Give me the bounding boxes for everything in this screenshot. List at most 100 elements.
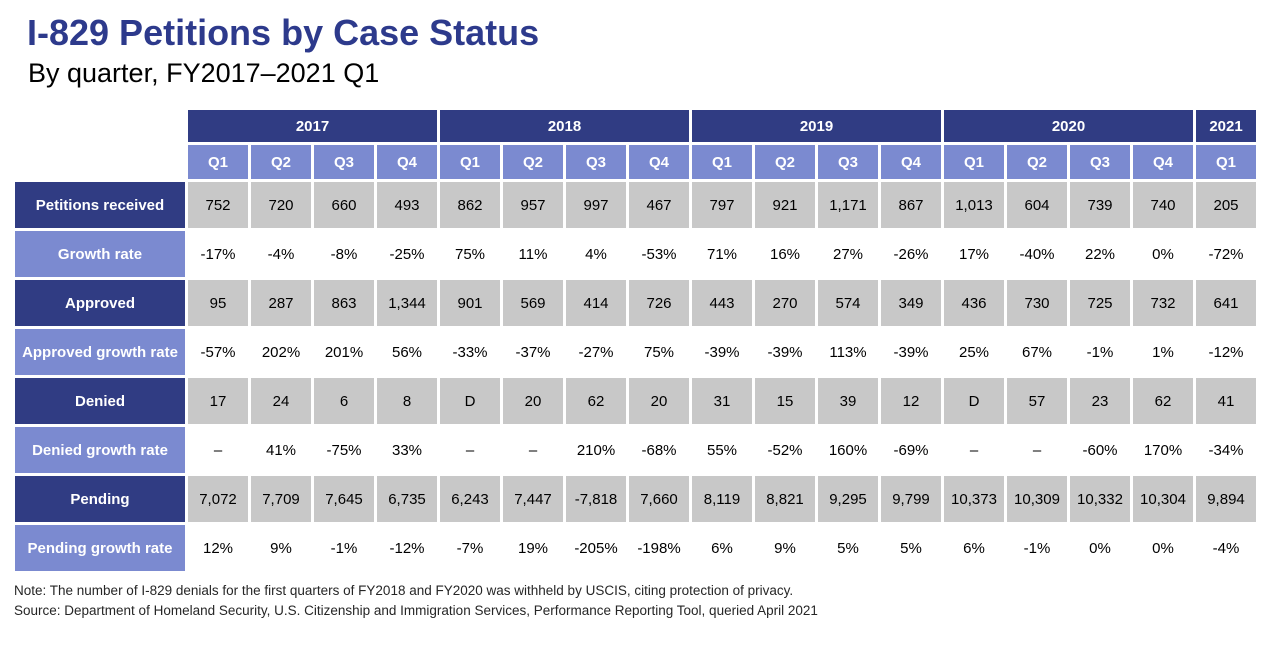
year-header-2021: 2021 xyxy=(1196,110,1256,142)
data-cell: 7,447 xyxy=(503,476,563,522)
data-cell: 55% xyxy=(692,427,752,473)
data-cell: 20 xyxy=(629,378,689,424)
data-cell: 113% xyxy=(818,329,878,375)
data-cell: -68% xyxy=(629,427,689,473)
data-cell: 15 xyxy=(755,378,815,424)
data-cell: 205 xyxy=(1196,182,1256,228)
data-cell: -37% xyxy=(503,329,563,375)
data-cell: 287 xyxy=(251,280,311,326)
data-cell: 604 xyxy=(1007,182,1067,228)
data-cell: 95 xyxy=(188,280,248,326)
page: I-829 Petitions by Case Status By quarte… xyxy=(0,12,1279,648)
data-cell: 867 xyxy=(881,182,941,228)
data-cell: 57 xyxy=(1007,378,1067,424)
year-header-2018: 2018 xyxy=(440,110,689,142)
data-cell: 732 xyxy=(1133,280,1193,326)
data-cell: 56% xyxy=(377,329,437,375)
data-cell: -75% xyxy=(314,427,374,473)
data-cell: 7,072 xyxy=(188,476,248,522)
year-header-row: 2017 2018 2019 2020 2021 xyxy=(15,110,1256,179)
data-cell: 9,295 xyxy=(818,476,878,522)
data-cell: -72% xyxy=(1196,231,1256,277)
data-cell: 5% xyxy=(881,525,941,571)
quarter-header: Q4 xyxy=(881,145,941,179)
data-cell: 9,894 xyxy=(1196,476,1256,522)
data-cell: 349 xyxy=(881,280,941,326)
data-cell: -198% xyxy=(629,525,689,571)
quarter-header-row: Q1 Q2 Q3 Q4 Q1 Q2 Q3 Q4 Q1 Q2 Q3 Q4 Q1 Q2 Q3 Q4 Q1 xyxy=(15,145,1256,179)
data-cell: -52% xyxy=(755,427,815,473)
table-row: Growth rate -17% -4% -8% -25% 75% 11% 4% -53% 71%… xyxy=(15,231,1256,277)
quarter-header: Q4 xyxy=(629,145,689,179)
table-row: Approved 95 287 863 1,344 901 569 414 726 443 270 5… xyxy=(15,280,1256,326)
data-cell: -1% xyxy=(1070,329,1130,375)
data-cell: 270 xyxy=(755,280,815,326)
data-cell: – xyxy=(1007,427,1067,473)
data-cell: 201% xyxy=(314,329,374,375)
data-cell: 957 xyxy=(503,182,563,228)
data-cell: – xyxy=(503,427,563,473)
data-cell: 6,243 xyxy=(440,476,500,522)
data-cell: 10,332 xyxy=(1070,476,1130,522)
data-cell: 493 xyxy=(377,182,437,228)
data-cell: -26% xyxy=(881,231,941,277)
data-cell: -8% xyxy=(314,231,374,277)
data-cell: 202% xyxy=(251,329,311,375)
note-line: Note: The number of I-829 denials for th… xyxy=(14,583,794,598)
data-cell: 41 xyxy=(1196,378,1256,424)
data-cell: 12% xyxy=(188,525,248,571)
data-cell: 19% xyxy=(503,525,563,571)
data-cell: D xyxy=(440,378,500,424)
footnotes: Note: The number of I-829 denials for th… xyxy=(14,581,1279,622)
data-cell: 33% xyxy=(377,427,437,473)
quarter-header: Q2 xyxy=(1007,145,1067,179)
data-cell: 797 xyxy=(692,182,752,228)
quarter-header: Q2 xyxy=(755,145,815,179)
data-cell: 569 xyxy=(503,280,563,326)
quarter-header: Q3 xyxy=(1070,145,1130,179)
table-row: Petitions received 752 720 660 493 862 957 997 4… xyxy=(15,182,1256,228)
quarter-header: Q1 xyxy=(944,145,1004,179)
row-label: Petitions received xyxy=(15,182,185,228)
data-cell: 6,735 xyxy=(377,476,437,522)
data-cell: 8 xyxy=(377,378,437,424)
data-cell: 862 xyxy=(440,182,500,228)
data-cell: 641 xyxy=(1196,280,1256,326)
data-cell: -1% xyxy=(1007,525,1067,571)
data-cell: 7,645 xyxy=(314,476,374,522)
year-header-2020: 2020 xyxy=(944,110,1193,142)
data-cell: 467 xyxy=(629,182,689,228)
quarter-header: Q3 xyxy=(314,145,374,179)
data-cell: 75% xyxy=(440,231,500,277)
data-cell: -39% xyxy=(755,329,815,375)
year-header-2017: 2017 xyxy=(188,110,437,142)
data-cell: -57% xyxy=(188,329,248,375)
data-cell: 863 xyxy=(314,280,374,326)
data-cell: 436 xyxy=(944,280,1004,326)
data-cell: 4% xyxy=(566,231,626,277)
quarter-header: Q1 xyxy=(188,145,248,179)
data-cell: 71% xyxy=(692,231,752,277)
data-cell: -33% xyxy=(440,329,500,375)
data-cell: 27% xyxy=(818,231,878,277)
data-cell: -53% xyxy=(629,231,689,277)
quarter-header: Q2 xyxy=(251,145,311,179)
data-cell: 9,799 xyxy=(881,476,941,522)
data-cell: 7,709 xyxy=(251,476,311,522)
petitions-table: 2017 2018 2019 2020 2021 Q1 Q2 Q3 Q4 Q1 Q2 Q3 Q4 Q1 Q… xyxy=(12,107,1259,574)
data-cell: 574 xyxy=(818,280,878,326)
data-cell: 16% xyxy=(755,231,815,277)
data-cell: 75% xyxy=(629,329,689,375)
data-cell: 1,344 xyxy=(377,280,437,326)
data-cell: 0% xyxy=(1133,231,1193,277)
data-cell: 997 xyxy=(566,182,626,228)
data-cell: 7,660 xyxy=(629,476,689,522)
data-cell: 22% xyxy=(1070,231,1130,277)
year-header-2019: 2019 xyxy=(692,110,941,142)
quarter-header: Q1 xyxy=(1196,145,1256,179)
data-cell: 726 xyxy=(629,280,689,326)
data-cell: -1% xyxy=(314,525,374,571)
data-cell: 10,373 xyxy=(944,476,1004,522)
data-cell: -4% xyxy=(1196,525,1256,571)
data-cell: -39% xyxy=(881,329,941,375)
